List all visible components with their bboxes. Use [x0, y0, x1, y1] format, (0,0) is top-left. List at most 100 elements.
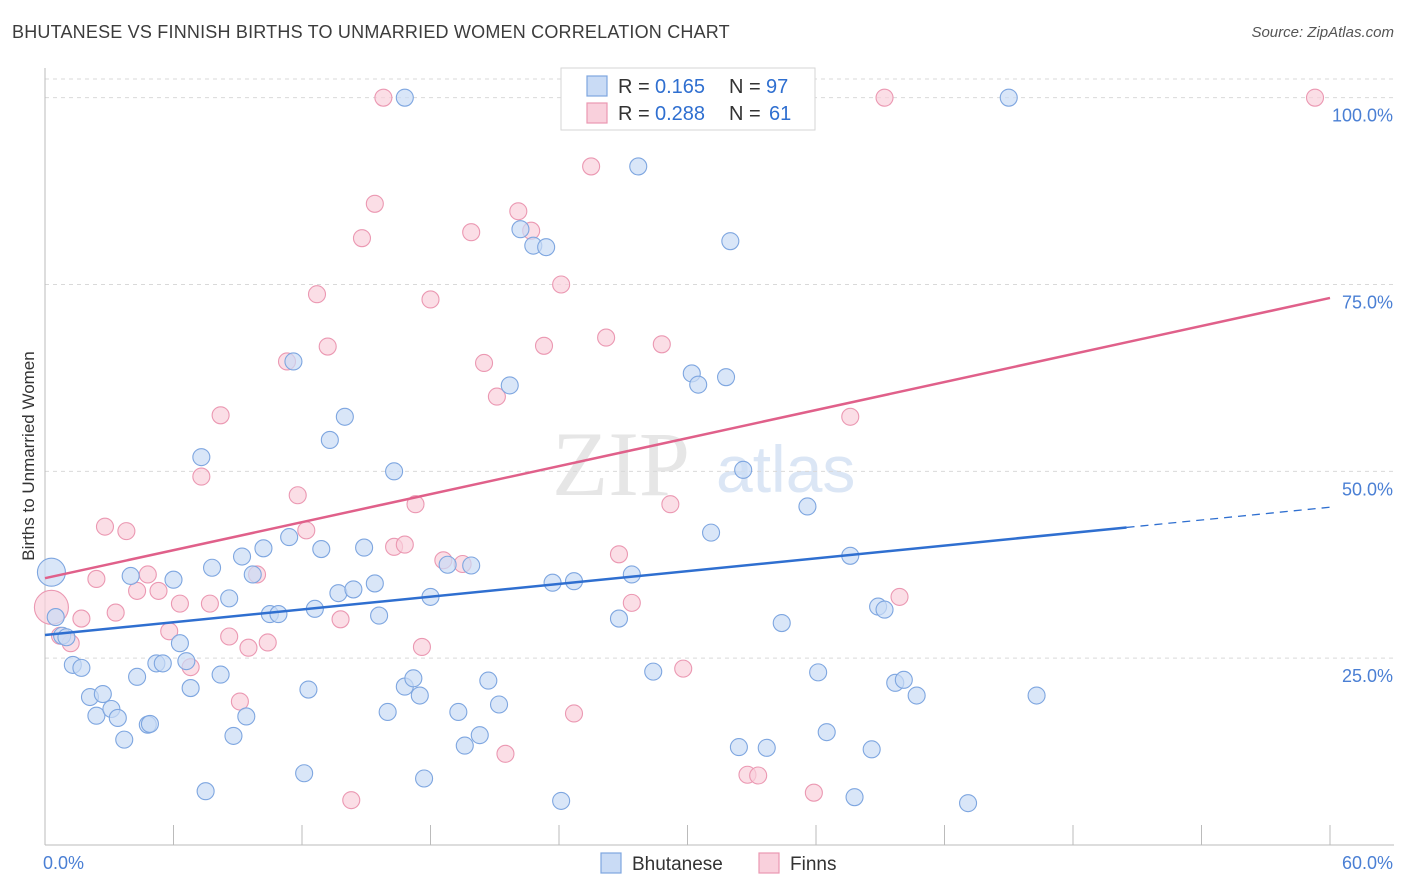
x-tick-label-0: 0.0% [43, 853, 84, 873]
bhutanese-point-46 [370, 606, 389, 625]
bhutanese-point-34 [280, 528, 299, 547]
bhutanese-trend-line [44, 526, 1127, 637]
bhutanese-point-54 [438, 555, 457, 574]
bhutanese-point-23 [196, 782, 215, 801]
x-tick-label-1: 60.0% [1342, 853, 1393, 873]
finns-point-5 [95, 517, 115, 536]
bhutanese-point-58 [470, 726, 489, 745]
finns-point-60 [875, 88, 894, 107]
finns-point-6 [106, 603, 125, 622]
bhutanese-point-64 [537, 238, 556, 257]
y-tick-label-1: 50.0% [1342, 479, 1393, 499]
legend-n-value-1: 97 [766, 76, 788, 98]
finns-point-49 [597, 328, 616, 347]
bhutanese-point-29 [237, 707, 256, 726]
legend-r-value-2: 0.288 [655, 103, 705, 125]
bhutanese-point-48 [385, 462, 404, 481]
finns-point-43 [509, 202, 528, 221]
bhutanese-point-7 [87, 706, 106, 725]
bhutanese-point-52 [415, 769, 434, 788]
bhutanese-point-57 [462, 556, 481, 575]
bhutanese-point-11 [115, 730, 134, 749]
bhutanese-point-43 [344, 580, 363, 599]
y-tick-label-3: 100.0% [1332, 106, 1393, 126]
bhutanese-point-86 [845, 788, 864, 807]
finns-point-28 [342, 791, 361, 810]
bhutanese-point-70 [622, 565, 641, 584]
bhutanese-point-41 [329, 584, 348, 603]
bhutanese-point-68 [395, 88, 414, 107]
bhutanese-point-19 [170, 634, 189, 653]
bhutanese-point-72 [644, 662, 663, 681]
bhutanese-point-15 [140, 714, 159, 733]
chart-source: Source: ZipAtlas.com [1251, 24, 1394, 41]
finns-point-30 [365, 194, 384, 213]
bhutanese-point-74 [689, 375, 708, 394]
finns-point-31 [374, 88, 393, 107]
bhutanese-point-56 [455, 736, 474, 755]
legend-swatch-finns [586, 102, 608, 124]
legend-n-label-2: N = [729, 103, 761, 125]
bhutanese-point-31 [254, 539, 273, 558]
bhutanese-point-35 [284, 352, 303, 371]
bhutanese-point-5 [72, 658, 91, 677]
legend-n-value-2: 61 [769, 103, 791, 125]
finns-point-18 [230, 692, 249, 711]
bhutanese-point-25 [211, 665, 230, 684]
bottom-label-bhutanese: Bhutanese [632, 854, 723, 875]
bhutanese-point-78 [729, 738, 748, 757]
bhutanese-points [36, 88, 1046, 813]
y-axis-label: Births to Unmarried Women [19, 351, 38, 560]
bhutanese-point-1 [46, 608, 65, 627]
finns-point-40 [474, 353, 494, 373]
finns-point-34 [406, 495, 425, 514]
bhutanese-point-12 [121, 566, 140, 586]
finns-trend-line [44, 296, 1331, 580]
finns-point-57 [804, 783, 823, 802]
bhutanese-point-8 [93, 684, 112, 704]
y-tick-label-2: 75.0% [1342, 293, 1393, 313]
bhutanese-point-51 [410, 686, 429, 705]
bhutanese-point-60 [489, 695, 509, 714]
bhutanese-point-17 [153, 654, 172, 673]
bhutanese-point-33 [269, 605, 288, 624]
finns-point-21 [258, 633, 277, 652]
bhutanese-point-84 [817, 723, 836, 742]
finns-point-27 [331, 610, 350, 629]
chart-title: BHUTANESE VS FINNISH BIRTHS TO UNMARRIED… [12, 22, 730, 42]
bhutanese-point-30 [243, 565, 262, 584]
bhutanese-point-45 [365, 574, 384, 593]
finns-point-16 [211, 406, 230, 425]
bhutanese-point-50 [404, 669, 423, 688]
finns-point-24 [297, 521, 316, 540]
bhutanese-point-26 [220, 589, 239, 608]
finns-point-25 [307, 285, 327, 304]
bhutanese-point-92 [907, 686, 926, 705]
legend-r-label-1: R = [618, 76, 650, 98]
bhutanese-point-27 [224, 726, 243, 745]
legend-r-value-1: 0.165 [655, 76, 705, 98]
bhutanese-point-10 [108, 708, 127, 728]
bhutanese-point-83 [809, 663, 828, 682]
finns-point-48 [582, 157, 601, 176]
finns-point-41 [487, 387, 506, 406]
bhutanese-point-42 [335, 407, 354, 426]
finns-point-42 [496, 744, 515, 763]
finns-point-51 [622, 593, 641, 612]
finns-point-52 [652, 335, 671, 354]
bhutanese-point-95 [1027, 686, 1046, 705]
legend-swatch-bhutanese [586, 75, 608, 97]
finns-point-35 [412, 637, 431, 657]
bhutanese-point-93 [959, 794, 978, 813]
tick-labels: 25.0% 50.0% 75.0% 100.0% 0.0% 60.0% [43, 106, 1393, 873]
bhutanese-point-22 [192, 448, 211, 467]
finns-point-14 [192, 467, 211, 486]
y-tick-label-0: 25.0% [1342, 666, 1393, 686]
bottom-label-finns: Finns [790, 854, 836, 875]
bottom-swatch-finns [758, 852, 780, 874]
bhutanese-point-47 [378, 702, 397, 722]
bhutanese-point-94 [999, 88, 1018, 107]
bhutanese-point-37 [299, 680, 318, 699]
series-legend: Bhutanese Finns [600, 852, 836, 875]
